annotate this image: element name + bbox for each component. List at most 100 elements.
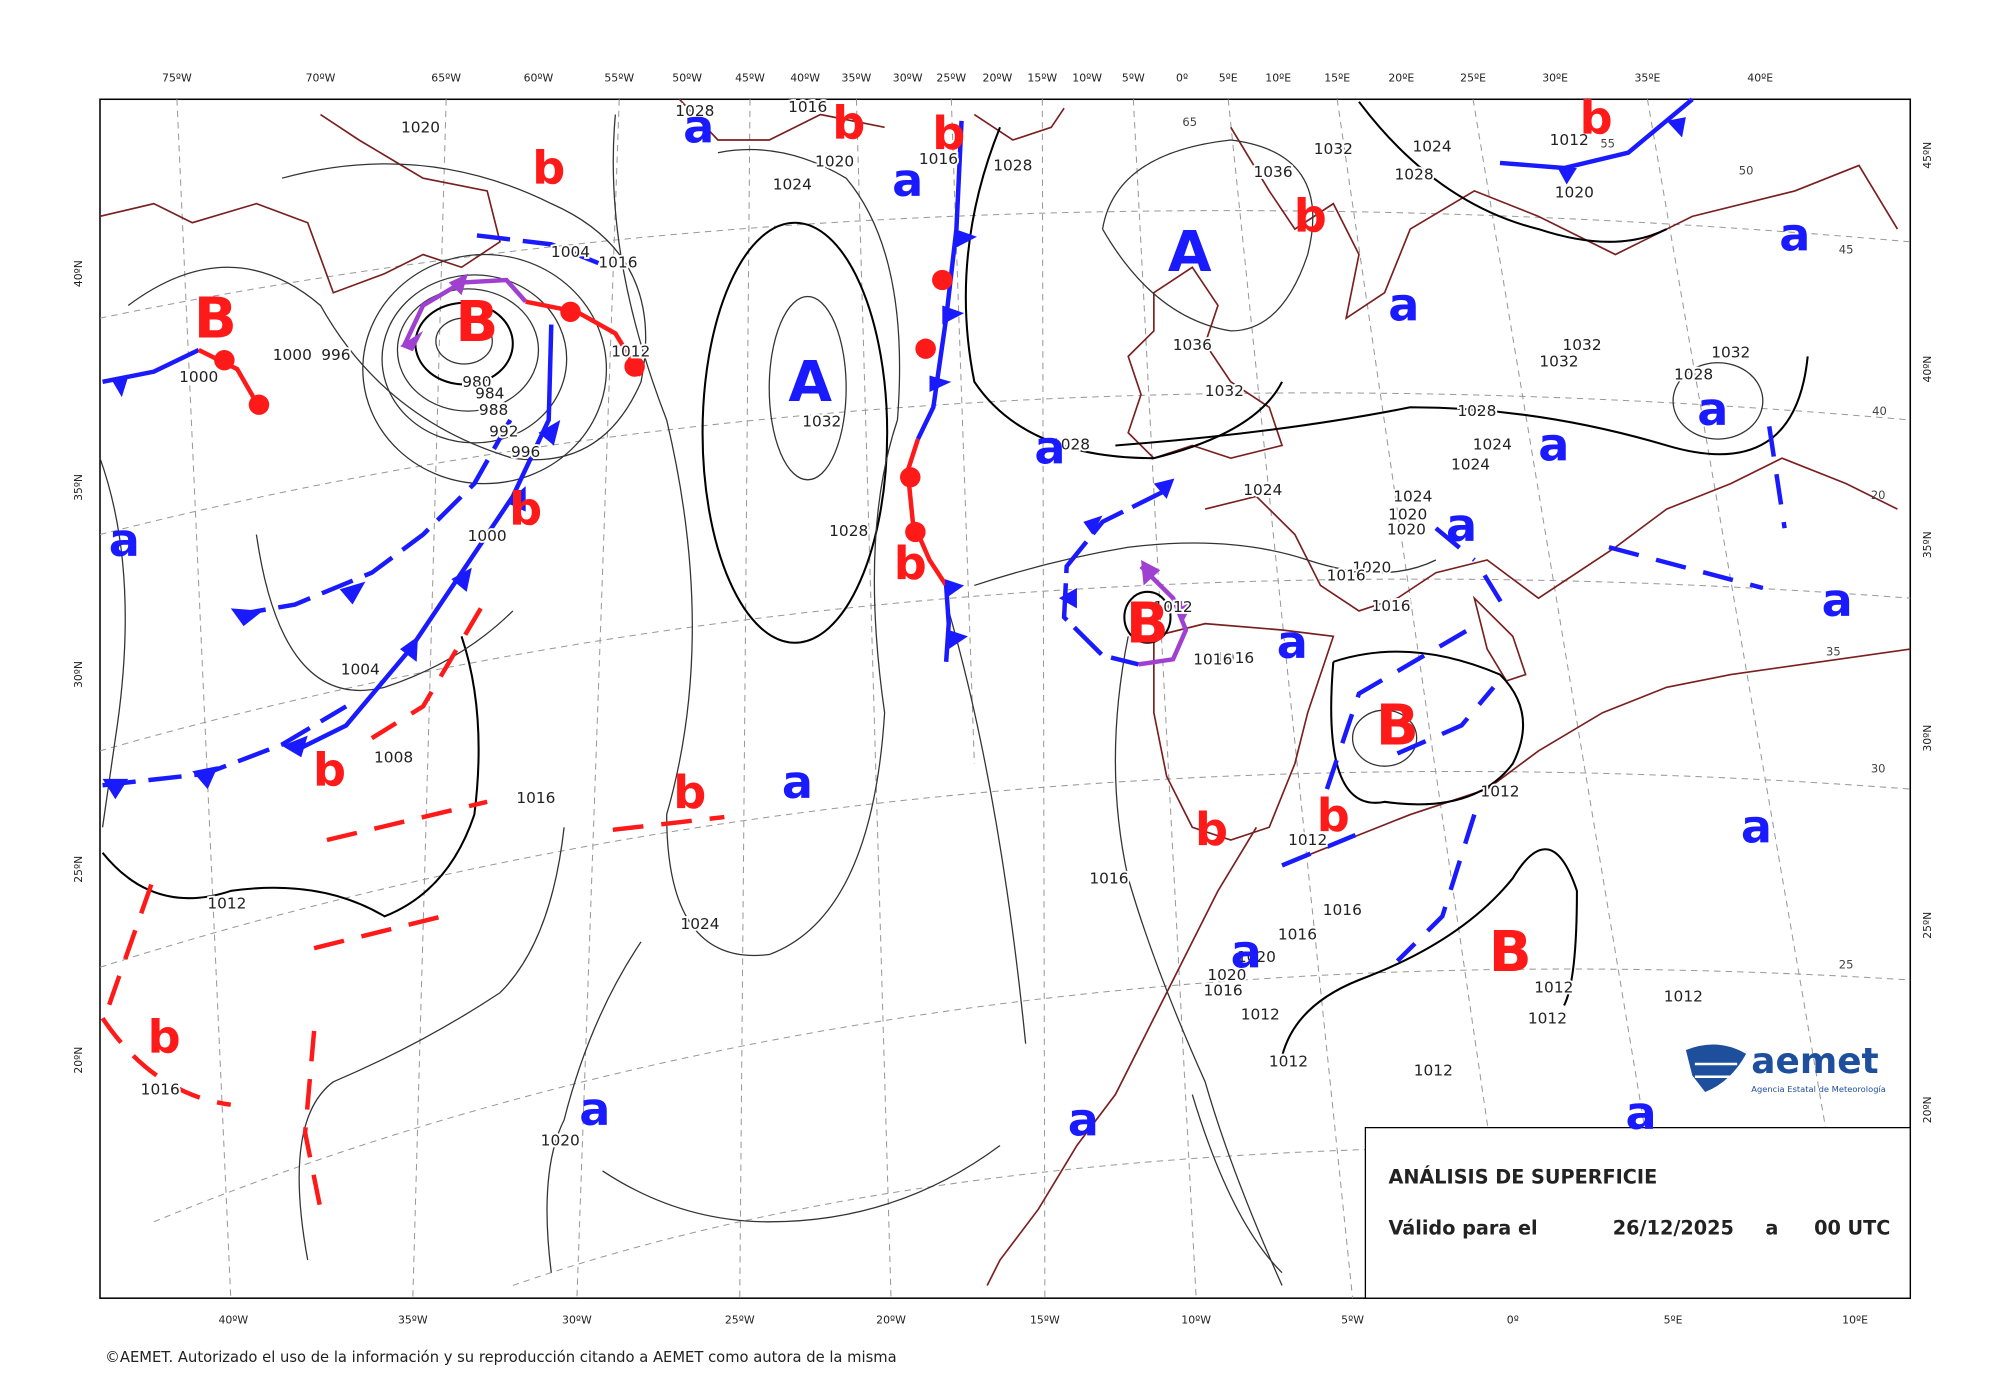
top-lon-label: 10ºE: [1265, 71, 1291, 84]
relative-low: b: [1580, 91, 1613, 145]
bottom-lon-label: 0º: [1507, 1314, 1519, 1327]
relative-low: b: [832, 96, 865, 150]
bottom-lon-label: 20ºW: [876, 1314, 906, 1327]
isobar-label: 1032: [1314, 140, 1353, 158]
graticule-label: 25: [1839, 958, 1854, 972]
top-lon-label: 45ºW: [735, 71, 765, 84]
isobar-label: 1028: [993, 157, 1032, 175]
isobar-label: 988: [479, 401, 508, 419]
isobar-label: 1012: [1534, 979, 1573, 997]
relative-high: a: [683, 100, 714, 154]
top-lon-label: 55ºW: [604, 71, 634, 84]
isobar-label: 1028: [1051, 435, 1090, 453]
isobar-label: 1020: [401, 118, 440, 136]
top-lon-label: 0º: [1176, 71, 1188, 84]
isobar-label: 1032: [1562, 336, 1601, 354]
isobar-label: 1028: [1674, 365, 1713, 383]
relative-high: a: [1068, 1092, 1099, 1146]
isobar-label: 1020: [1352, 559, 1391, 577]
isobar-label: 1020: [815, 153, 854, 171]
front-symbols: [102, 117, 1686, 800]
top-lon-label: 5ºE: [1219, 71, 1238, 84]
low-center: B: [194, 286, 237, 351]
right-lat-label: 20ºN: [1921, 1096, 1934, 1123]
top-lon-label: 15ºE: [1324, 71, 1350, 84]
bottom-lon-label: 10ºW: [1181, 1314, 1211, 1327]
isobar-label: 1028: [1395, 166, 1434, 184]
high-center: A: [1168, 220, 1212, 285]
isobar-label: 1016: [1089, 869, 1128, 887]
top-lon-label: 35ºW: [842, 71, 872, 84]
relative-high: a: [1034, 420, 1065, 474]
bottom-lon-label: 15ºW: [1030, 1314, 1060, 1327]
left-lat-label: 25ºN: [72, 856, 85, 883]
isobar-label: 1028: [1457, 402, 1496, 420]
isobar-label: 1020: [1555, 183, 1594, 201]
relative-high: a: [1277, 615, 1308, 669]
isobar-label: 1016: [919, 150, 958, 168]
low-center: B: [1489, 920, 1532, 985]
isobar-label: 1020: [1207, 966, 1246, 984]
right-lat-label: 30ºN: [1921, 725, 1934, 752]
valid-label: Válido para el: [1388, 1217, 1537, 1240]
isobar-label: 1012: [1528, 1009, 1567, 1027]
isobar-label: 1020: [1387, 521, 1426, 539]
right-lat-label: 45ºN: [1921, 142, 1934, 169]
top-lon-label: 25ºW: [936, 71, 966, 84]
graticule-label: 55: [1600, 137, 1615, 151]
isobar-label: 1020: [541, 1132, 580, 1150]
top-lon-label: 30ºE: [1542, 71, 1568, 84]
title-box: [1364, 1127, 1911, 1299]
bottom-lon-label: 5ºE: [1664, 1314, 1683, 1327]
relative-low: b: [1195, 802, 1228, 856]
top-lon-label: 5ºW: [1122, 71, 1145, 84]
isobar-label: 1000: [179, 368, 218, 386]
bottom-lon-label: 25ºW: [725, 1314, 755, 1327]
logo-subtitle: Agencia Estatal de Meteorología: [1751, 1084, 1886, 1094]
map-frame: [99, 98, 1912, 1299]
relative-high: a: [782, 755, 813, 809]
isobar-label: 1024: [1473, 435, 1512, 453]
isobar-label: 980: [462, 373, 491, 391]
isobar-label: 1016: [1323, 901, 1362, 919]
isobar-label: 1024: [1393, 488, 1432, 506]
isobar-label: 984: [475, 384, 504, 402]
isobar-label: 992: [489, 423, 518, 441]
isobar-label: 1024: [1243, 481, 1282, 499]
relative-low: b: [532, 140, 565, 194]
relative-low: b: [1317, 788, 1350, 842]
top-lon-label: 65ºW: [431, 71, 461, 84]
isobar-label: 1000: [273, 346, 312, 364]
isobar-label: 1028: [829, 522, 868, 540]
left-lat-label: 30ºN: [72, 661, 85, 688]
relative-low: b: [509, 482, 542, 536]
isobar-label: 1012: [1664, 988, 1703, 1006]
isobar-label: 1016: [1193, 650, 1232, 668]
bottom-lon-label: 40ºW: [218, 1314, 248, 1327]
isobar-label: 1012: [1269, 1053, 1308, 1071]
isobar-label: 1012: [1154, 598, 1193, 616]
top-lon-label: 25ºE: [1460, 71, 1486, 84]
low-center: B: [1376, 694, 1419, 759]
isobar-label: 996: [511, 443, 540, 461]
left-lat-label: 35ºN: [72, 474, 85, 501]
isobar-label: 1016: [1327, 566, 1366, 584]
relative-low: b: [1294, 189, 1327, 243]
isobar-label: 1024: [1412, 138, 1451, 156]
relative-high: a: [1446, 498, 1477, 552]
relative-high: a: [1231, 924, 1262, 978]
isobar-label: 1016: [1278, 925, 1317, 943]
relative-high: a: [1538, 418, 1569, 472]
graticule-label: 65: [1182, 115, 1197, 129]
relative-low: b: [673, 765, 706, 819]
right-lat-label: 25ºN: [1921, 912, 1934, 939]
valid-date: 26/12/2025: [1613, 1217, 1734, 1240]
top-lon-label: 50ºW: [672, 71, 702, 84]
relative-high: a: [1822, 573, 1853, 627]
top-lon-label: 40ºE: [1747, 71, 1773, 84]
right-lat-label: 35ºN: [1921, 531, 1934, 558]
low-center: B: [1126, 592, 1169, 657]
valid-connector: a: [1765, 1217, 1778, 1240]
top-lon-label: 70ºW: [306, 71, 336, 84]
